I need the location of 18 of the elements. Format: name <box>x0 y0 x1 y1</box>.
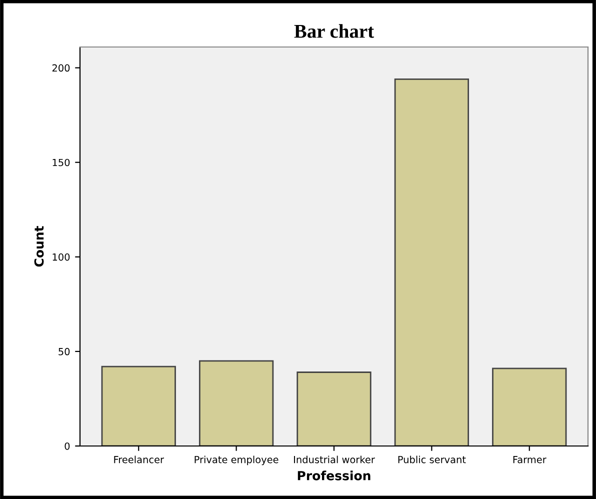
bar <box>101 366 176 446</box>
bar <box>296 372 372 446</box>
y-axis-title: Count <box>34 226 44 267</box>
chart-title: Bar chart <box>294 24 374 38</box>
x-tick-label: Farmer <box>513 456 546 464</box>
y-tick-label: 100 <box>52 253 70 261</box>
bar <box>492 368 567 446</box>
y-tick-label: 50 <box>58 348 70 356</box>
x-tick-label: Private employee <box>194 456 278 466</box>
y-tick-label: 0 <box>64 442 70 450</box>
y-tick-label: 200 <box>52 64 70 72</box>
x-axis-title: Profession <box>298 470 370 480</box>
x-tick-label: Freelancer <box>114 456 164 464</box>
x-tick-label: Industrial worker <box>294 456 375 464</box>
y-tick-label: 150 <box>52 158 70 166</box>
bar <box>198 360 274 446</box>
x-tick-label: Public servant <box>398 456 466 464</box>
bar <box>394 78 470 446</box>
